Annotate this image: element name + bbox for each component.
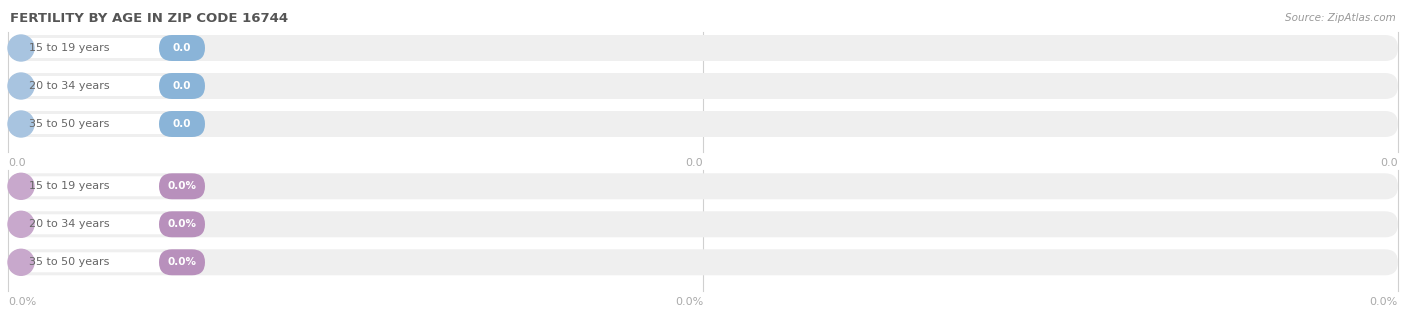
FancyBboxPatch shape [8,173,1398,199]
Circle shape [8,111,34,137]
Text: 35 to 50 years: 35 to 50 years [30,119,110,129]
FancyBboxPatch shape [159,73,205,99]
Circle shape [8,35,34,61]
Circle shape [8,249,34,275]
Text: 15 to 19 years: 15 to 19 years [30,43,110,53]
Text: 20 to 34 years: 20 to 34 years [30,219,110,229]
FancyBboxPatch shape [159,211,205,237]
Text: 0.0: 0.0 [8,158,25,168]
Text: 0.0: 0.0 [173,81,191,91]
Text: 0.0%: 0.0% [167,257,197,267]
Text: 35 to 50 years: 35 to 50 years [30,257,110,267]
Text: 20 to 34 years: 20 to 34 years [30,81,110,91]
Text: 0.0%: 0.0% [675,297,703,307]
Text: 0.0%: 0.0% [1369,297,1398,307]
FancyBboxPatch shape [8,211,1398,237]
Text: FERTILITY BY AGE IN ZIP CODE 16744: FERTILITY BY AGE IN ZIP CODE 16744 [10,12,288,24]
Circle shape [8,211,34,237]
Text: 0.0: 0.0 [685,158,703,168]
FancyBboxPatch shape [159,173,205,199]
FancyBboxPatch shape [159,35,205,61]
Circle shape [8,173,34,199]
Text: 0.0: 0.0 [173,43,191,53]
FancyBboxPatch shape [11,38,195,58]
Text: 15 to 19 years: 15 to 19 years [30,181,110,191]
Circle shape [8,73,34,99]
Text: 0.0%: 0.0% [167,219,197,229]
FancyBboxPatch shape [8,249,1398,275]
FancyBboxPatch shape [8,35,1398,61]
FancyBboxPatch shape [159,111,205,137]
Text: 0.0: 0.0 [173,119,191,129]
Text: 0.0%: 0.0% [167,181,197,191]
FancyBboxPatch shape [11,252,195,272]
Text: 0.0: 0.0 [1381,158,1398,168]
Text: 0.0%: 0.0% [8,297,37,307]
FancyBboxPatch shape [11,176,195,196]
FancyBboxPatch shape [8,111,1398,137]
FancyBboxPatch shape [159,249,205,275]
FancyBboxPatch shape [8,73,1398,99]
FancyBboxPatch shape [11,76,195,96]
FancyBboxPatch shape [11,114,195,134]
FancyBboxPatch shape [11,214,195,234]
Text: Source: ZipAtlas.com: Source: ZipAtlas.com [1285,13,1396,23]
